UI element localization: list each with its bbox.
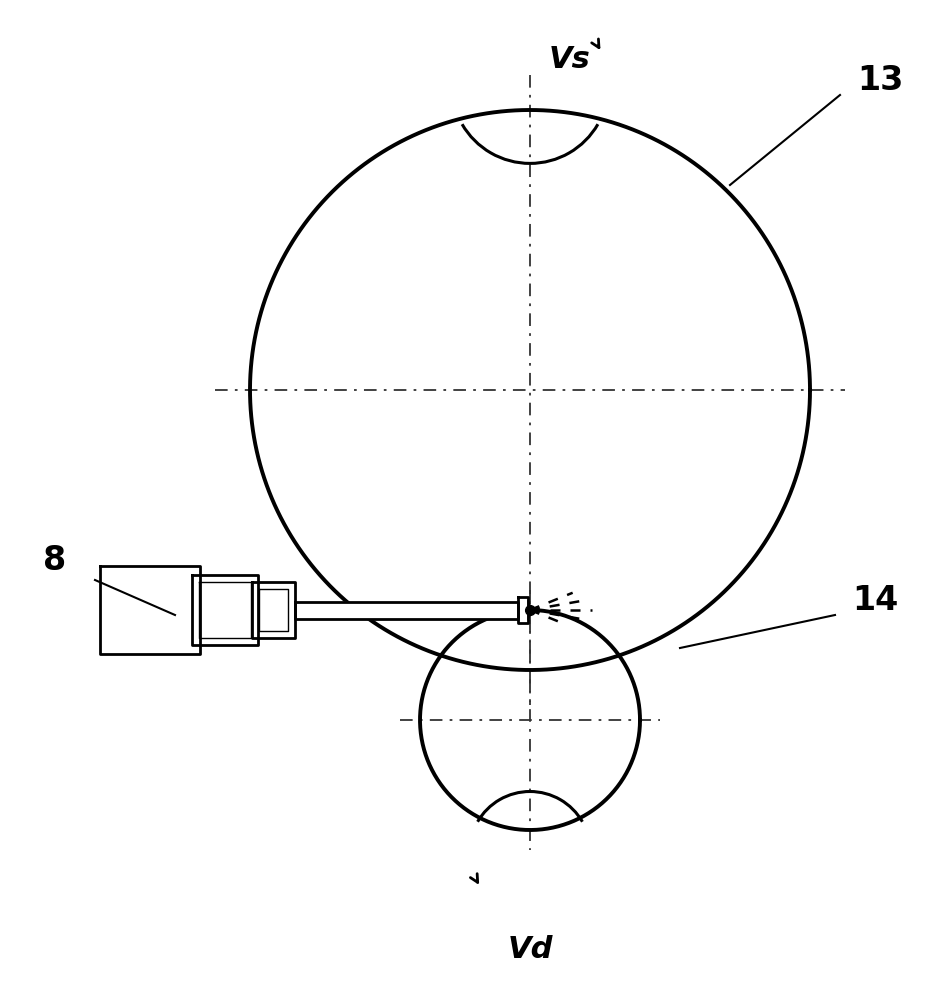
Polygon shape xyxy=(528,600,532,620)
Text: 14: 14 xyxy=(852,584,898,616)
Text: Vd: Vd xyxy=(507,936,553,964)
Text: Vs: Vs xyxy=(549,45,591,75)
Polygon shape xyxy=(252,582,295,638)
Text: 13: 13 xyxy=(857,64,903,97)
Polygon shape xyxy=(192,575,258,645)
Polygon shape xyxy=(100,566,200,654)
Polygon shape xyxy=(295,601,518,618)
Polygon shape xyxy=(518,597,528,623)
Text: 8: 8 xyxy=(43,544,67,576)
